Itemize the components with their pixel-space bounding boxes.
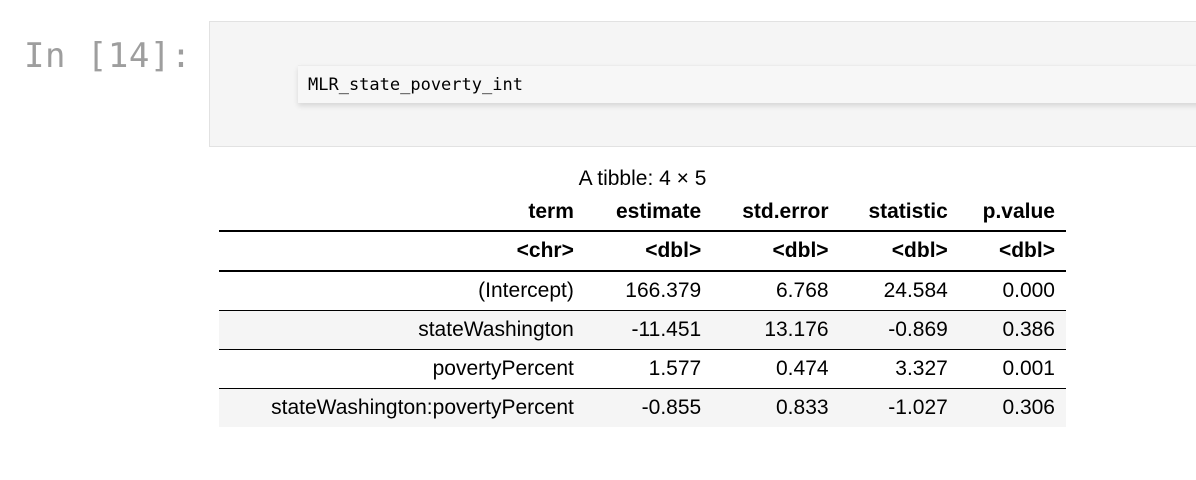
table-header-row: term estimate std.error statistic p.valu… xyxy=(219,194,1066,231)
cell-estimate: -0.855 xyxy=(584,388,713,427)
table-row: stateWashington:povertyPercent -0.855 0.… xyxy=(219,388,1066,427)
code-cell[interactable]: MLR_state_poverty_int xyxy=(209,21,1196,147)
cell-term: povertyPercent xyxy=(219,349,585,389)
cell-statistic: -1.027 xyxy=(839,388,959,427)
code-editor[interactable]: MLR_state_poverty_int xyxy=(298,65,1196,103)
table-type-row: <chr> <dbl> <dbl> <dbl> <dbl> xyxy=(219,230,1066,271)
column-type-estimate: <dbl> xyxy=(584,230,713,271)
column-type-statistic: <dbl> xyxy=(839,230,959,271)
cell-std-error: 0.833 xyxy=(712,388,840,427)
column-type-std-error: <dbl> xyxy=(712,230,840,271)
cell-term: stateWashington:povertyPercent xyxy=(219,388,585,427)
cell-estimate: 1.577 xyxy=(584,349,713,389)
cell-p-value: 0.386 xyxy=(958,310,1066,350)
cell-estimate: 166.379 xyxy=(584,270,713,311)
column-type-term: <chr> xyxy=(219,230,585,271)
column-header-estimate: estimate xyxy=(616,200,702,223)
table-row: stateWashington -11.451 13.176 -0.869 0.… xyxy=(219,310,1066,350)
cell-term: (Intercept) xyxy=(219,270,585,311)
column-header-std-error: std.error xyxy=(742,200,829,223)
cell-p-value: 0.001 xyxy=(958,349,1066,389)
column-type-p-value: <dbl> xyxy=(958,230,1066,271)
cell-estimate: -11.451 xyxy=(584,310,713,350)
cell-p-value: 0.306 xyxy=(958,388,1066,427)
cell-std-error: 6.768 xyxy=(712,270,840,311)
table-caption: A tibble: 4 × 5 xyxy=(578,167,707,190)
cell-output: A tibble: 4 × 5 term estimate std.error … xyxy=(219,164,1066,427)
cell-statistic: 3.327 xyxy=(839,349,959,389)
tibble-table: term estimate std.error statistic p.valu… xyxy=(219,194,1066,427)
cell-prompt: In [14]: xyxy=(24,36,192,76)
column-header-statistic: statistic xyxy=(868,200,948,223)
table-row: povertyPercent 1.577 0.474 3.327 0.001 xyxy=(219,349,1066,389)
cell-std-error: 13.176 xyxy=(712,310,840,350)
cell-statistic: 24.584 xyxy=(839,270,959,311)
column-header-p-value: p.value xyxy=(982,200,1055,223)
cell-term: stateWashington xyxy=(219,310,585,350)
cell-p-value: 0.000 xyxy=(958,270,1066,311)
code-text[interactable]: MLR_state_poverty_int xyxy=(308,75,523,95)
column-header-term: term xyxy=(528,200,574,223)
cell-statistic: -0.869 xyxy=(839,310,959,350)
cell-std-error: 0.474 xyxy=(712,349,840,389)
table-row: (Intercept) 166.379 6.768 24.584 0.000 xyxy=(219,270,1066,311)
